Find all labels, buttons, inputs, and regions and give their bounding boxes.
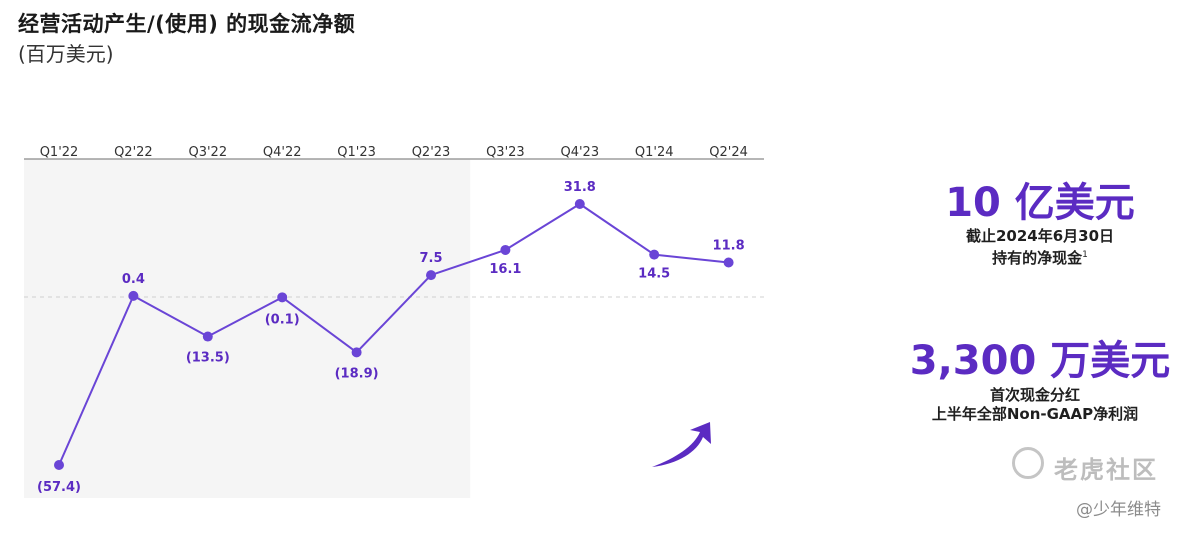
footnote-marker: 1 (1082, 250, 1088, 260)
x-tick-label: Q2'22 (114, 145, 153, 160)
data-label: 16.1 (489, 262, 521, 277)
x-tick-label: Q1'23 (337, 145, 376, 160)
x-tick-label: Q2'23 (412, 145, 451, 160)
data-label: 14.5 (638, 267, 670, 282)
x-tick-label: Q4'22 (263, 145, 302, 160)
data-point (500, 244, 511, 255)
watermark-site: 老虎社区 (1054, 456, 1158, 484)
data-label: 11.8 (713, 239, 745, 254)
series-line (58, 203, 729, 466)
tiger-community-logo-icon (1012, 447, 1044, 479)
data-label: (57.4) (37, 480, 81, 495)
data-label: 7.5 (419, 251, 442, 266)
data-point (202, 331, 213, 342)
data-point (128, 290, 139, 301)
trend-up-arrow-icon (652, 422, 711, 467)
x-tick-label: Q4'23 (560, 145, 599, 160)
kpi-dividend-caption-line2: 上半年全部Non-GAAP净利润 (931, 405, 1139, 423)
shaded-period (24, 159, 471, 498)
x-tick-label: Q1'24 (635, 145, 674, 160)
data-point (54, 460, 64, 470)
kpi-net-cash-value: 10 亿美元 (945, 180, 1135, 226)
kpi-net-cash-caption-text: 持有的净现金 (992, 249, 1083, 267)
kpi-dividend-caption-line1: 首次现金分红 (989, 386, 1080, 404)
x-tick-label: Q3'22 (188, 145, 227, 160)
data-label: 0.4 (122, 272, 145, 287)
watermark-handle: @少年维特 (1076, 500, 1161, 520)
data-point (649, 249, 660, 260)
kpi-net-cash-caption-line2: 持有的净现金1 (940, 246, 1140, 268)
data-point (351, 347, 362, 358)
x-tick-label: Q2'24 (709, 145, 748, 160)
data-point (723, 257, 734, 268)
kpi-dividend-value: 3,300 万美元 (909, 338, 1171, 384)
chart-title: 经营活动产生/(使用) 的现金流净额 (18, 12, 356, 36)
data-point (574, 199, 585, 209)
data-point (277, 292, 288, 303)
data-label: 31.8 (564, 180, 596, 195)
data-point (426, 270, 436, 281)
kpi-net-cash-caption-line1: 截止2024年6月30日 (965, 227, 1115, 245)
data-label: (0.1) (265, 312, 300, 327)
x-tick-label: Q1'22 (40, 145, 79, 160)
data-label: (13.5) (186, 351, 230, 366)
x-tick-label: Q3'23 (486, 145, 525, 160)
data-label: (18.9) (335, 366, 379, 381)
chart-unit: (百万美元) (18, 42, 114, 66)
